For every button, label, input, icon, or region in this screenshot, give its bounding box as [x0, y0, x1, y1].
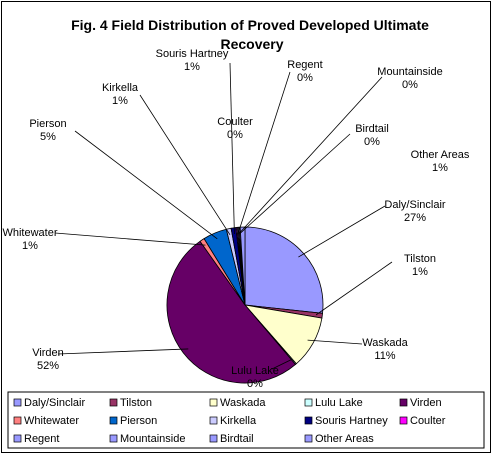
data-label-whitewater: Whitewater 1% — [2, 227, 57, 252]
legend-swatch-whitewater — [13, 416, 22, 425]
legend-swatch-waskada — [209, 398, 218, 407]
legend-swatch-other-areas — [304, 434, 313, 443]
data-label-tilston: Tilston 1% — [404, 253, 436, 278]
slice-labels: Daly/Sinclair 27% Tilston 1% Waskada 11% Lulu … — [2, 48, 469, 390]
leader-daly-sinclair — [298, 205, 386, 258]
legend-swatch-tilston — [109, 398, 118, 407]
data-label-waskada: Waskada 11% — [362, 337, 408, 362]
legend-label-virden: Virden — [410, 397, 442, 409]
legend-label-lulu-lake: Lulu Lake — [315, 397, 363, 409]
legend-swatch-daly-sinclair — [13, 398, 22, 407]
leader-lulu-lake — [271, 359, 293, 370]
chart-title-line2: Recovery — [220, 36, 283, 52]
data-label-kirkella: Kirkella 1% — [102, 82, 139, 107]
leader-souris-hartney — [229, 62, 235, 235]
chart-title-line1: Fig. 4 Field Distribution of Proved Deve… — [71, 17, 429, 33]
legend-label-kirkella: Kirkella — [220, 415, 257, 427]
pie-slices — [166, 226, 324, 384]
legend-label-souris-hartney: Souris Hartney — [315, 415, 388, 427]
legend-label-regent: Regent — [24, 433, 59, 445]
data-label-virden: Virden 52% — [32, 347, 64, 372]
legend-label-other-areas: Other Areas — [315, 433, 374, 445]
data-label-mountainside: Mountainside 0% — [377, 66, 442, 91]
legend-label-whitewater: Whitewater — [24, 415, 79, 427]
legend-swatch-coulter — [399, 416, 408, 425]
leader-tilston — [315, 261, 393, 316]
leader-mountainside — [238, 76, 383, 234]
leader-virden — [57, 348, 189, 355]
legend-label-daly-sinclair: Daly/Sinclair — [24, 397, 85, 409]
data-label-coulter: Coulter 0% — [217, 116, 253, 141]
data-label-daly-sinclair: Daly/Sinclair 27% — [384, 199, 445, 224]
legend-swatch-mountainside — [109, 434, 118, 443]
leader-waskada — [307, 339, 363, 345]
leader-kirkella — [139, 94, 231, 236]
legend-label-waskada: Waskada — [220, 397, 266, 409]
legend-label-tilston: Tilston — [120, 397, 152, 409]
legend-swatch-pierson — [109, 416, 118, 425]
leader-pierson — [74, 130, 218, 240]
data-label-regent: Regent 0% — [287, 59, 322, 84]
leader-whitewater — [54, 232, 206, 246]
legend-swatch-birdtail — [209, 434, 218, 443]
legend-swatch-kirkella — [209, 416, 218, 425]
slice-virden — [166, 240, 297, 384]
data-label-other-areas: Other Areas 1% — [411, 149, 470, 174]
legend-label-birdtail: Birdtail — [220, 433, 254, 445]
data-label-lulu-lake: Lulu Lake 0% — [231, 365, 279, 390]
legend: Daly/Sinclair Tilston Waskada Lulu Lake Vird… — [7, 391, 485, 449]
slice-daly-sinclair — [244, 226, 324, 314]
leader-birdtail — [239, 133, 351, 234]
leader-regent — [237, 71, 291, 234]
legend-label-pierson: Pierson — [120, 415, 157, 427]
legend-swatch-regent — [13, 434, 22, 443]
data-label-birdtail: Birdtail 0% — [355, 123, 389, 148]
legend-swatch-lulu-lake — [304, 398, 313, 407]
data-label-souris-hartney: Souris Hartney 1% — [156, 48, 229, 73]
legend-swatch-souris-hartney — [304, 416, 313, 425]
legend-label-coulter: Coulter — [410, 415, 446, 427]
legend-label-mountainside: Mountainside — [120, 433, 185, 445]
legend-swatch-virden — [399, 398, 408, 407]
leader-lines — [54, 62, 393, 370]
data-label-pierson: Pierson 5% — [29, 118, 66, 143]
